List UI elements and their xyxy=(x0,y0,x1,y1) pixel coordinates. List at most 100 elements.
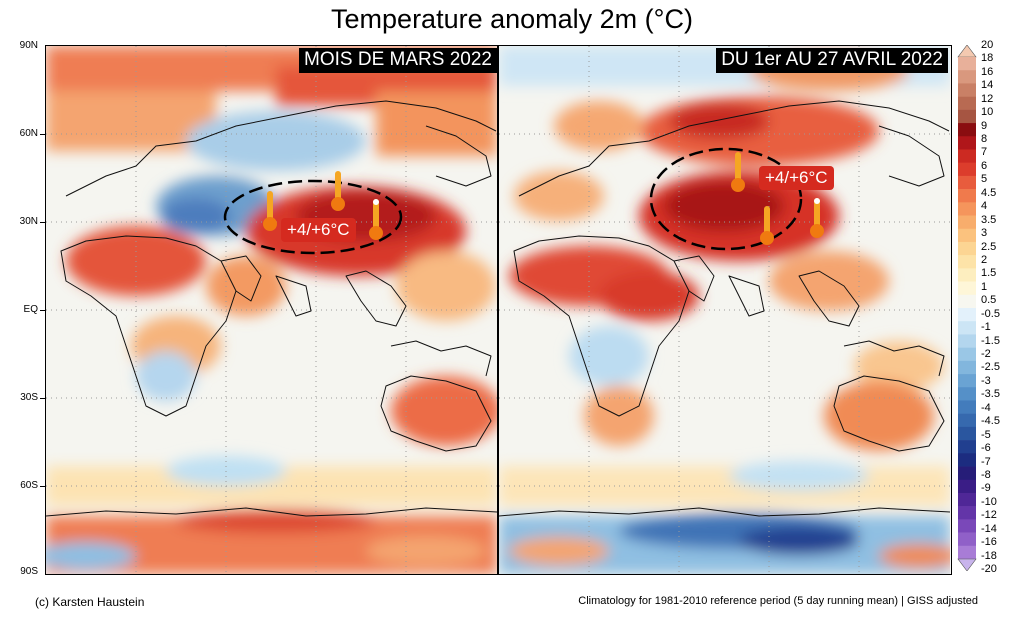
colorbar-swatch xyxy=(958,519,976,533)
colorbar-tick-label: -1 xyxy=(981,321,991,334)
colorbar-swatch xyxy=(958,215,976,230)
colorbar-tick-label: -18 xyxy=(981,549,997,562)
colorbar-swatch xyxy=(958,109,976,124)
hot-zone-outline xyxy=(649,147,803,251)
thermometer-icon xyxy=(331,171,345,211)
colorbar-tick-label: 7 xyxy=(981,146,988,159)
colorbar-tick-label: -5 xyxy=(981,428,991,441)
panel-label-april: DU 1er AU 27 AVRIL 2022 xyxy=(716,48,948,73)
map-april-graphic xyxy=(499,46,950,574)
thermometer-icon xyxy=(731,152,745,192)
colorbar-tick-label: 18 xyxy=(981,52,994,65)
colorbar-swatch xyxy=(958,506,976,520)
colorbar-tick-label: -6 xyxy=(981,442,991,455)
thermometer-icon xyxy=(760,206,774,245)
colorbar-swatch xyxy=(958,374,976,388)
colorbar-tick-label: -1.5 xyxy=(981,334,1000,347)
colorbar-swatch xyxy=(958,532,976,547)
lat-label-30n: 30N xyxy=(19,216,38,227)
credit-text: (c) Karsten Haustein xyxy=(35,595,145,609)
colorbar-swatch xyxy=(958,149,976,163)
colorbar-tick-label: -20 xyxy=(981,563,997,575)
colorbar-swatch xyxy=(958,57,976,71)
colorbar-tick-label: -8 xyxy=(981,468,991,481)
colorbar-swatch xyxy=(958,545,976,560)
colorbar-tick-label: -0.5 xyxy=(981,307,1000,320)
colorbar-swatch xyxy=(958,136,976,150)
colorbar-tick-label: -3 xyxy=(981,374,991,387)
colorbar-tick-label: 0.5 xyxy=(981,294,997,307)
colorbar-tick-label: 2.5 xyxy=(981,240,997,253)
colorbar-tick-label: 20 xyxy=(981,39,994,51)
colorbar-swatch xyxy=(958,83,976,97)
colorbar-swatch xyxy=(958,202,976,216)
colorbar-tick-label: 4 xyxy=(981,200,988,213)
colorbar-swatch xyxy=(958,400,976,414)
colorbar-swatch xyxy=(958,334,976,348)
colorbar-tick-label: 1 xyxy=(981,280,988,293)
map-area: MOIS DE MARS 2022 +4/+6°C xyxy=(45,45,952,575)
colorbar-tick-label: 9 xyxy=(981,119,988,132)
colorbar-top-arrow xyxy=(957,45,977,58)
lat-label-60s: 60S xyxy=(20,480,38,491)
lat-label-90s: 90S xyxy=(20,566,38,577)
colorbar-tick-label: 3 xyxy=(981,227,988,240)
lat-label-30s: 30S xyxy=(20,392,38,403)
anomaly-annotation-march: +4/+6°C xyxy=(281,218,356,242)
colorbar-tick-label: 2 xyxy=(981,253,988,266)
colorbar-swatch xyxy=(958,466,976,481)
anomaly-annotation-april: +4/+6°C xyxy=(759,166,834,190)
colorbar-tick-label: -7 xyxy=(981,455,991,468)
colorbar-tick-label: 3.5 xyxy=(981,213,997,226)
colorbar-swatch xyxy=(958,426,976,441)
climatology-note: Climatology for 1981-2010 reference peri… xyxy=(578,595,978,607)
colorbar-tick-label: -9 xyxy=(981,482,991,495)
colorbar-tick-label: 5 xyxy=(981,173,988,186)
colorbar-tick-label: 4.5 xyxy=(981,186,997,199)
map-panel-april: DU 1er AU 27 AVRIL 2022 +4/+6°C xyxy=(499,46,950,574)
colorbar-swatch xyxy=(958,281,976,296)
colorbar-bottom-arrow xyxy=(957,558,977,571)
colorbar-swatch xyxy=(958,268,976,282)
colorbar-swatch xyxy=(958,96,976,111)
map-panel-march: MOIS DE MARS 2022 +4/+6°C xyxy=(46,46,497,574)
colorbar-swatch xyxy=(958,123,976,137)
colorbar-swatch xyxy=(958,175,976,190)
colorbar-swatch xyxy=(958,241,976,256)
thermometer-icon xyxy=(263,191,277,231)
colorbar-swatch xyxy=(958,321,976,335)
colorbar-swatch xyxy=(958,479,976,494)
colorbar-tick-label: 16 xyxy=(981,65,994,78)
colorbar-swatch xyxy=(958,228,976,243)
lat-label-90n: 90N xyxy=(19,40,38,51)
colorbar-tick-label: -3.5 xyxy=(981,388,1000,401)
colorbar-tick-label: -12 xyxy=(981,509,997,522)
colorbar-swatch xyxy=(958,360,976,375)
colorbar-tick-label: -2 xyxy=(981,348,991,361)
panel-label-march: MOIS DE MARS 2022 xyxy=(299,48,497,73)
colorbar-swatch xyxy=(958,492,976,507)
colorbar-swatch xyxy=(958,294,976,309)
colorbar-swatch xyxy=(958,308,976,322)
colorbar-swatch xyxy=(958,440,976,454)
colorbar-tick-label: -10 xyxy=(981,495,997,508)
colorbar-tick-label: -14 xyxy=(981,522,997,535)
colorbar-swatch xyxy=(958,347,976,362)
colorbar-swatch xyxy=(958,70,976,84)
lat-label-60n: 60N xyxy=(19,128,38,139)
colorbar-tick-label: 14 xyxy=(981,79,994,92)
hot-zone-outline xyxy=(223,179,403,255)
colorbar-swatch xyxy=(958,387,976,401)
thermometer-icon xyxy=(369,199,383,240)
colorbar-swatch xyxy=(958,162,976,177)
colorbar-tick-label: 10 xyxy=(981,106,994,119)
lat-label-eq: EQ xyxy=(23,304,38,315)
colorbar-tick-label: 1.5 xyxy=(981,267,997,280)
colorbar-tick-label: 12 xyxy=(981,92,994,105)
colorbar-swatch xyxy=(958,453,976,467)
map-march-graphic xyxy=(46,46,497,574)
colorbar-swatch xyxy=(958,255,976,269)
colorbar-swatch xyxy=(958,189,976,203)
colorbar-tick-label: 6 xyxy=(981,159,988,172)
colorbar-tick-label: -4.5 xyxy=(981,415,1000,428)
